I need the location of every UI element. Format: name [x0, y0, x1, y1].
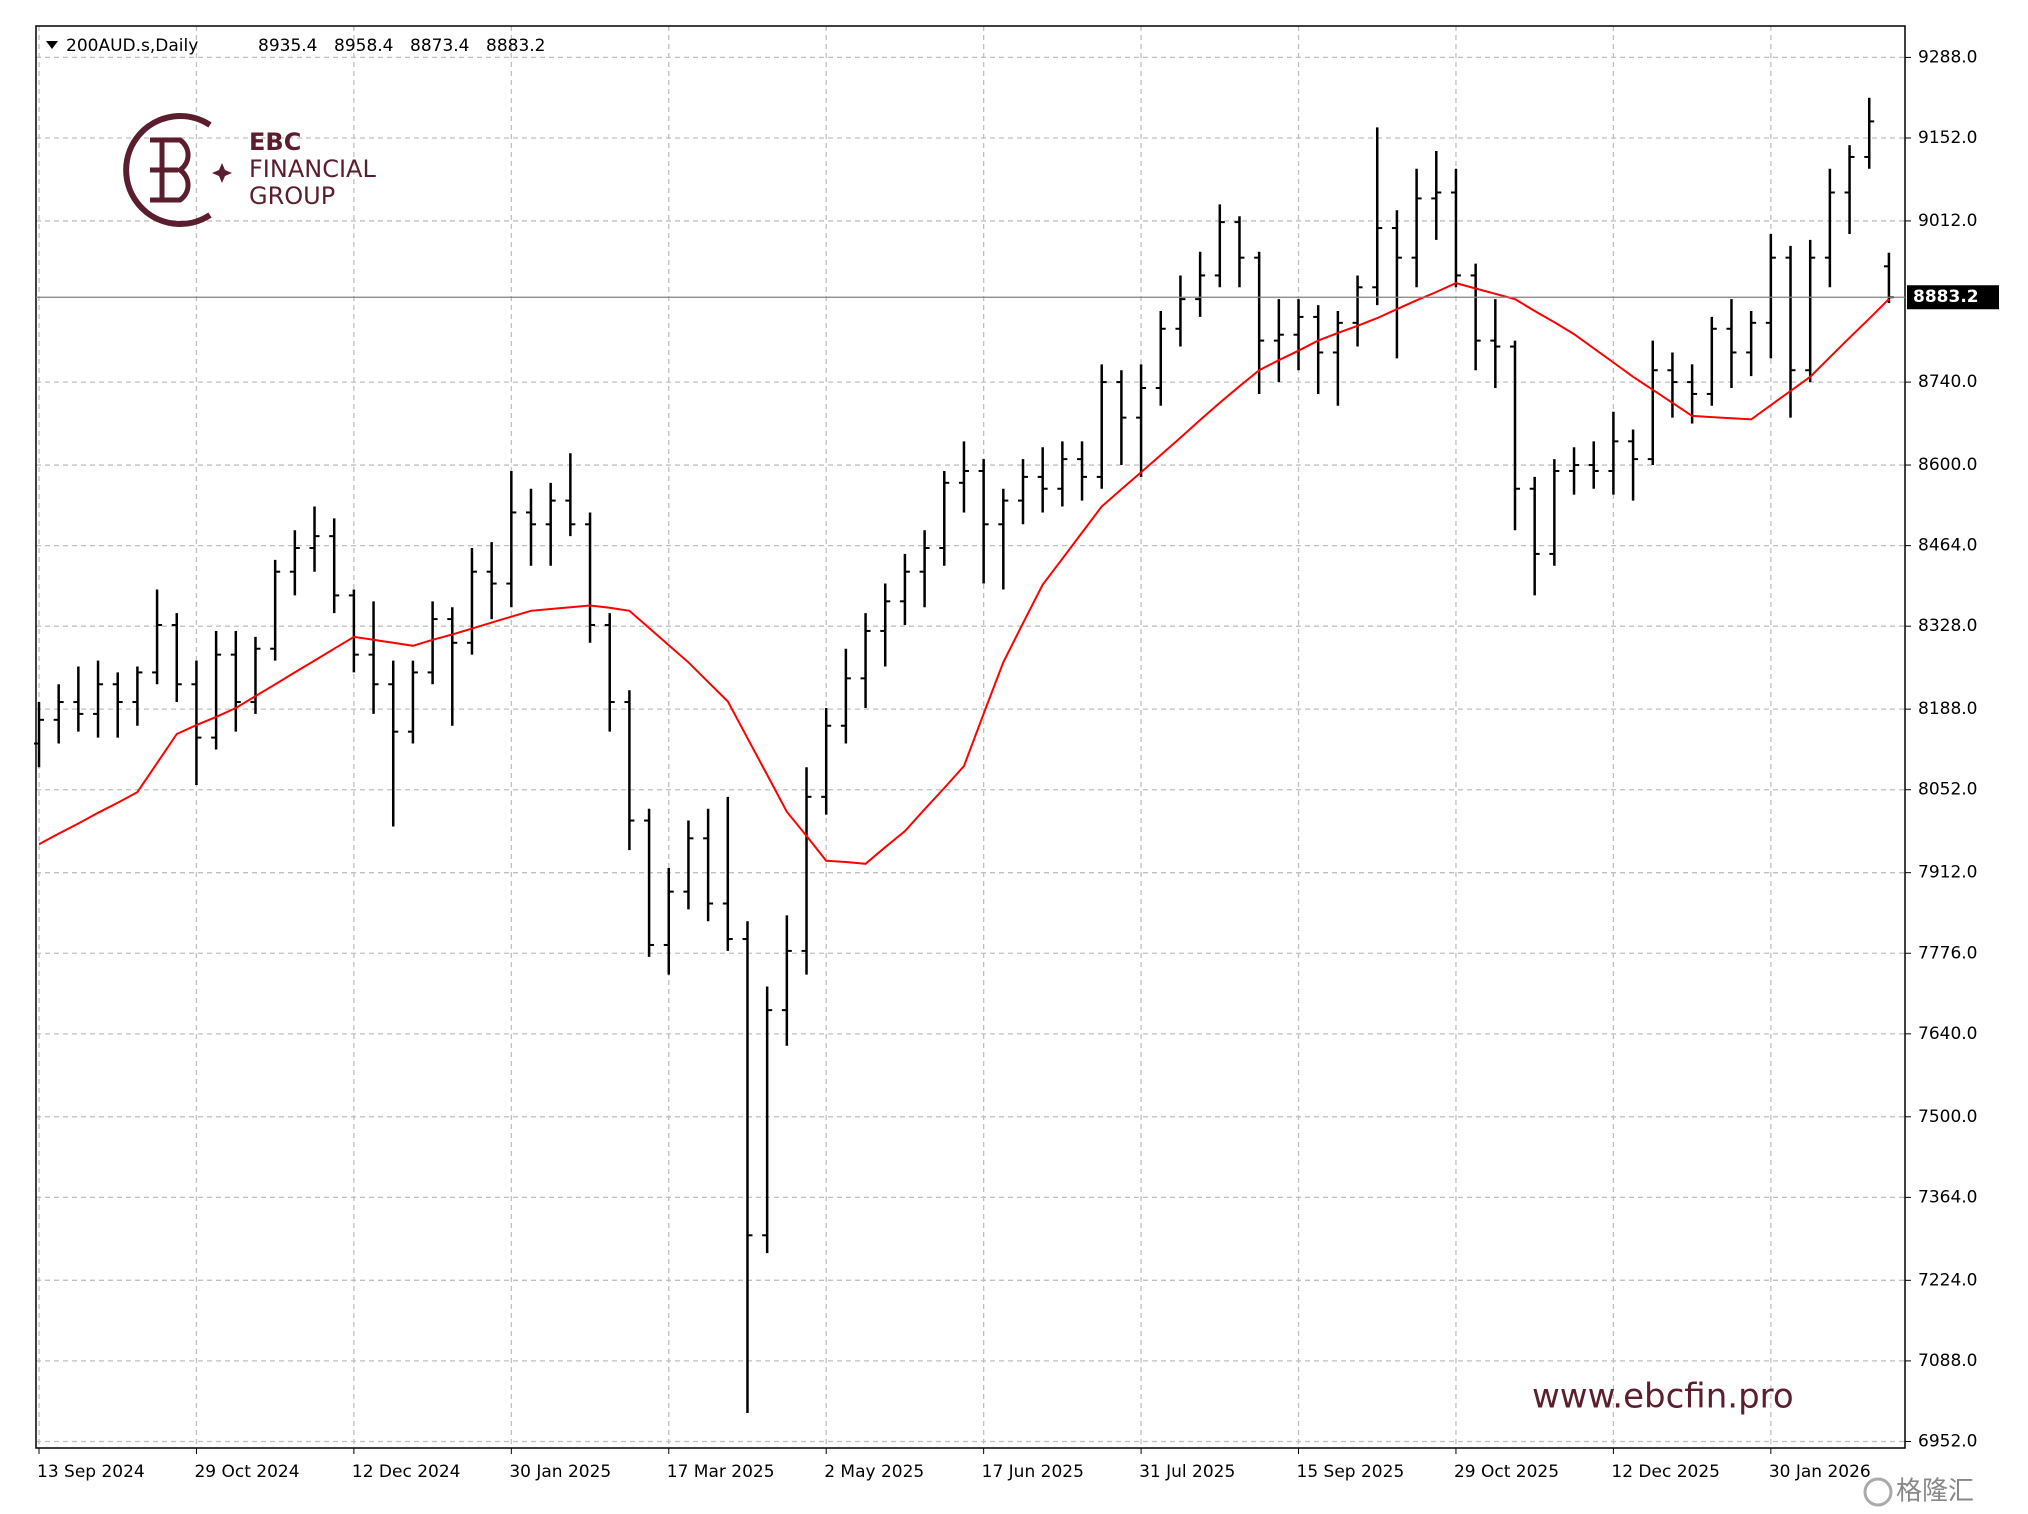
- url-watermark: www.ebcfin.pro: [1532, 1377, 1794, 1417]
- logo-text: GROUP: [249, 182, 335, 210]
- ohlc-low: 8873.4: [410, 36, 469, 56]
- source-icon: [1863, 1477, 1893, 1507]
- y-tick-label: 7500.0: [1918, 1107, 1977, 1127]
- ohlc-open: 8935.4: [258, 36, 317, 56]
- x-tick-label: 17 Jun 2025: [982, 1462, 1084, 1482]
- menu-arrow: [46, 41, 58, 49]
- logo-mark: [150, 137, 191, 203]
- x-tick-label: 12 Dec 2024: [352, 1462, 461, 1482]
- y-tick-label: 8328.0: [1918, 616, 1977, 636]
- price-tag-label: 8883.2: [1913, 287, 1979, 307]
- y-tick-label: 8464.0: [1918, 536, 1977, 556]
- y-tick-label: 9288.0: [1918, 47, 1977, 67]
- x-tick-label: 29 Oct 2024: [194, 1462, 299, 1482]
- ohlc-high: 8958.4: [334, 36, 393, 56]
- y-tick-label: 7640.0: [1918, 1024, 1977, 1044]
- y-tick-label: 8600.0: [1918, 455, 1977, 475]
- plot-frame: [35, 25, 1906, 1449]
- y-tick-label: 7912.0: [1918, 863, 1977, 883]
- grid: [36, 26, 1905, 1448]
- y-tick-label: 7088.0: [1918, 1351, 1977, 1371]
- moving-average: [38, 282, 1890, 865]
- logo-text: FINANCIAL: [249, 155, 376, 183]
- logo-ring: [123, 113, 212, 227]
- logo-text: EBC: [249, 128, 301, 156]
- plot: [34, 97, 1894, 1414]
- y-tick-label: 7776.0: [1918, 943, 1977, 963]
- x-tick-label: 30 Jan 2026: [1769, 1462, 1871, 1482]
- x-tick-label: 13 Sep 2024: [37, 1462, 145, 1482]
- x-tick-label: 17 Mar 2025: [667, 1462, 775, 1482]
- y-tick-label: 6952.0: [1918, 1431, 1977, 1451]
- price-tag: [1907, 285, 1999, 310]
- x-tick-label: 31 Jul 2025: [1139, 1462, 1235, 1482]
- logo-star: [212, 163, 232, 183]
- source-watermark: 格隆汇: [1896, 1477, 1974, 1507]
- y-tick-label: 8052.0: [1918, 780, 1977, 800]
- x-tick-label: 2 May 2025: [824, 1462, 924, 1482]
- y-tick-label: 8188.0: [1918, 699, 1977, 719]
- x-tick-label: 15 Sep 2025: [1297, 1462, 1405, 1482]
- y-tick-label: 9152.0: [1918, 128, 1977, 148]
- x-tick-label: 12 Dec 2025: [1611, 1462, 1720, 1482]
- x-tick-label: 29 Oct 2025: [1454, 1462, 1559, 1482]
- ohlc-close: 8883.2: [486, 36, 545, 56]
- x-tick-label: 30 Jan 2025: [509, 1462, 611, 1482]
- y-tick-label: 7224.0: [1918, 1270, 1977, 1290]
- logo: EBC FINANCIAL GROUP: [123, 113, 376, 227]
- y-tick-label: 9012.0: [1918, 211, 1977, 231]
- y-tick-label: 8740.0: [1918, 372, 1977, 392]
- symbol-label: 200AUD.s,Daily: [66, 36, 198, 56]
- y-tick-label: 7364.0: [1918, 1187, 1977, 1207]
